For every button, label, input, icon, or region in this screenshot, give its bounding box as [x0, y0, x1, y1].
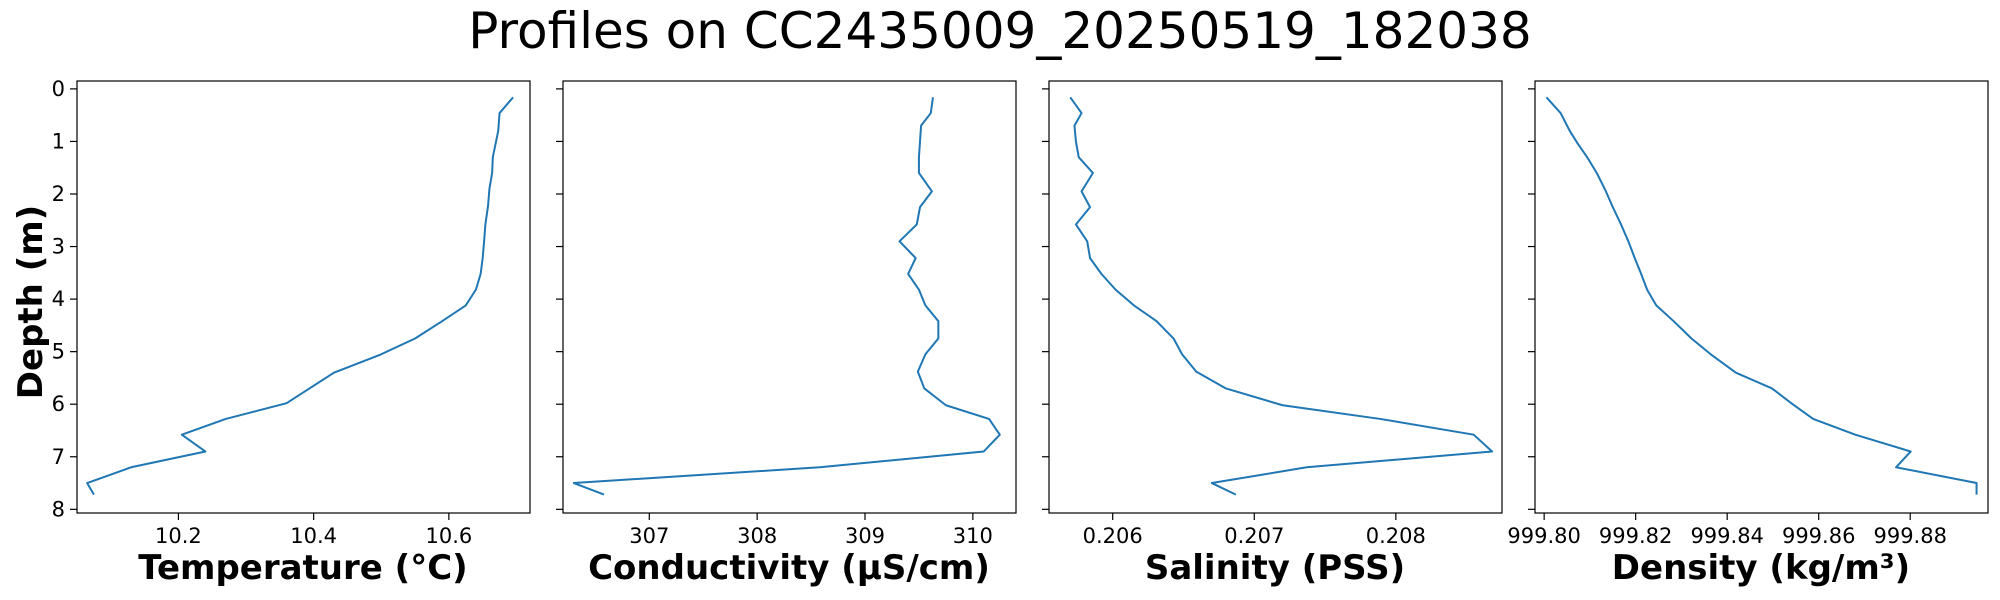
figure-title: Profiles on CC2435009_20250519_182038: [468, 2, 1531, 60]
conductivity-x-tick-label: 307: [629, 524, 669, 548]
temperature-x-tick-label: 10.4: [290, 524, 337, 548]
salinity-x-tick-label: 0.208: [1366, 524, 1426, 548]
density-axes-frame: [1534, 80, 1989, 514]
salinity-axes-frame: [1048, 80, 1503, 514]
temperature-x-label: Temperature (°C): [138, 548, 467, 588]
density-panel: Density (kg/m³) 999.80 999.82 999.84 999.86…: [1507, 80, 1989, 588]
density-x-tick-label: 999.80: [1507, 524, 1580, 548]
temperature-profile-line: [86, 96, 514, 496]
density-x-label: Density (kg/m³): [1612, 548, 1910, 588]
conductivity-panel: Conductivity (µS/cm) 307 308 309 310: [556, 80, 1017, 588]
conductivity-x-tick-label: 309: [845, 524, 885, 548]
depth-tick-label: 4: [52, 287, 65, 311]
salinity-x-tick-label: 0.206: [1083, 524, 1143, 548]
depth-tick-label: 3: [52, 235, 65, 259]
conductivity-profile-line: [572, 97, 1001, 496]
salinity-profile-line: [1069, 96, 1494, 496]
salinity-x-tick-label: 0.207: [1224, 524, 1284, 548]
density-profile-line: [1545, 96, 1978, 495]
conductivity-x-label: Conductivity (µS/cm): [588, 548, 990, 588]
density-x-tick-label: 999.86: [1782, 524, 1855, 548]
temperature-panel: Temperature (°C) 10.2 10.4 10.6 0 1 2 3 4 5 6 7 8: [52, 77, 531, 588]
density-x-tick-label: 999.84: [1690, 524, 1763, 548]
depth-tick-label: 5: [52, 340, 65, 364]
salinity-x-label: Salinity (PSS): [1145, 548, 1405, 588]
temperature-axes-frame: [76, 80, 531, 514]
depth-tick-label: 8: [52, 497, 65, 521]
temperature-x-tick-label: 10.2: [155, 524, 202, 548]
depth-tick-label: 7: [52, 445, 65, 469]
depth-tick-label: 2: [52, 182, 65, 206]
salinity-panel: Salinity (PSS) 0.206 0.207 0.208: [1042, 80, 1503, 588]
depth-tick-label: 1: [52, 129, 65, 153]
temperature-x-tick-label: 10.6: [425, 524, 472, 548]
y-axis-label: Depth (m): [11, 205, 51, 399]
conductivity-axes-frame: [562, 80, 1017, 514]
depth-tick-label: 0: [52, 77, 65, 101]
density-x-tick-label: 999.82: [1599, 524, 1672, 548]
density-x-tick-label: 999.88: [1873, 524, 1946, 548]
depth-tick-label: 6: [52, 392, 65, 416]
conductivity-x-tick-label: 308: [737, 524, 777, 548]
conductivity-x-tick-label: 310: [953, 524, 993, 548]
